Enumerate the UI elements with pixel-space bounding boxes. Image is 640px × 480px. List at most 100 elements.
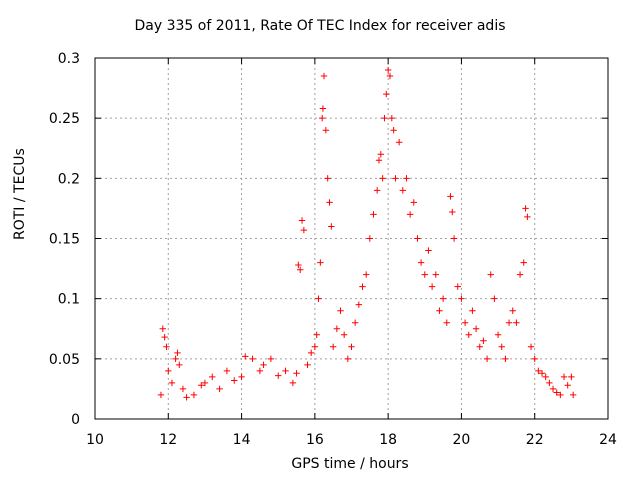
x-tick-label: 16 bbox=[306, 432, 324, 448]
data-point bbox=[172, 355, 179, 363]
y-tick-label: 0.2 bbox=[58, 171, 80, 187]
data-point bbox=[333, 325, 341, 332]
data-point bbox=[383, 90, 390, 98]
data-point bbox=[179, 385, 187, 393]
data-point bbox=[538, 370, 546, 377]
data-point bbox=[531, 355, 538, 363]
data-point bbox=[443, 319, 450, 326]
data-point bbox=[461, 319, 469, 326]
data-point bbox=[289, 379, 297, 387]
data-point bbox=[311, 343, 319, 350]
data-point bbox=[373, 187, 381, 194]
y-tick-label: 0.15 bbox=[49, 232, 80, 248]
data-point bbox=[198, 382, 205, 389]
data-point bbox=[483, 355, 491, 363]
data-point bbox=[487, 271, 494, 278]
grid bbox=[95, 58, 608, 419]
data-point bbox=[366, 235, 374, 242]
data-point bbox=[300, 226, 308, 234]
data-point bbox=[491, 295, 498, 302]
data-point bbox=[242, 353, 249, 360]
x-tick-label: 12 bbox=[159, 432, 177, 448]
data-point bbox=[307, 349, 315, 357]
x-tick-label: 22 bbox=[526, 432, 544, 448]
data-point bbox=[509, 307, 516, 314]
data-point bbox=[494, 331, 502, 338]
data-point bbox=[513, 319, 520, 326]
data-point bbox=[428, 283, 436, 290]
data-point bbox=[183, 394, 190, 401]
data-point bbox=[535, 367, 542, 375]
plot-frame bbox=[94, 57, 609, 420]
data-point bbox=[216, 385, 223, 393]
data-point bbox=[505, 319, 513, 326]
data-point bbox=[520, 259, 527, 266]
data-point bbox=[295, 261, 302, 269]
data-point bbox=[410, 199, 417, 206]
x-tick-label: 14 bbox=[233, 432, 251, 448]
data-point bbox=[267, 355, 275, 363]
data-point bbox=[190, 391, 198, 399]
y-tick-label: 0.1 bbox=[58, 292, 80, 308]
data-point bbox=[449, 208, 456, 216]
x-tick-label: 20 bbox=[453, 432, 471, 448]
data-point bbox=[564, 382, 571, 389]
data-point bbox=[568, 373, 575, 381]
data-point bbox=[516, 271, 524, 278]
data-point bbox=[326, 199, 333, 206]
data-point bbox=[388, 114, 396, 122]
data-point bbox=[201, 379, 209, 387]
data-point bbox=[384, 66, 392, 74]
y-tick-label: 0.3 bbox=[58, 51, 80, 67]
data-point bbox=[176, 361, 183, 369]
y-tick-label: 0 bbox=[71, 412, 80, 428]
data-point bbox=[465, 331, 472, 338]
data-point bbox=[174, 349, 181, 357]
data-point bbox=[231, 377, 238, 384]
data-point bbox=[275, 372, 282, 379]
x-axis-label: GPS time / hours bbox=[291, 456, 409, 472]
data-point bbox=[498, 343, 505, 350]
data-point bbox=[297, 266, 304, 273]
data-point bbox=[480, 337, 487, 344]
data-point bbox=[421, 271, 428, 278]
data-point bbox=[163, 343, 170, 350]
data-point bbox=[340, 331, 348, 338]
data-point bbox=[560, 373, 568, 381]
data-point bbox=[375, 157, 383, 164]
data-point bbox=[348, 343, 355, 350]
data-point bbox=[320, 72, 328, 80]
data-point bbox=[406, 211, 414, 218]
data-point bbox=[450, 235, 458, 242]
data-point bbox=[379, 175, 386, 182]
data-point bbox=[223, 367, 231, 375]
data-point bbox=[395, 139, 403, 146]
data-point bbox=[472, 325, 480, 332]
data-point bbox=[386, 72, 394, 80]
data-point bbox=[403, 175, 410, 182]
x-tick-label: 18 bbox=[379, 432, 397, 448]
data-point bbox=[318, 114, 326, 122]
data-point bbox=[238, 373, 245, 381]
data-point bbox=[328, 223, 335, 230]
data-point bbox=[542, 373, 549, 381]
data-point bbox=[329, 343, 337, 350]
y-tick-label: 0.05 bbox=[49, 352, 80, 368]
data-point bbox=[304, 361, 311, 369]
data-point bbox=[313, 331, 320, 338]
data-point bbox=[165, 367, 172, 375]
data-point bbox=[317, 259, 324, 266]
data-point bbox=[370, 211, 377, 218]
data-point bbox=[432, 271, 439, 278]
data-point bbox=[392, 175, 399, 182]
data-point bbox=[209, 373, 216, 381]
data-point bbox=[553, 389, 560, 396]
data-point bbox=[527, 343, 535, 350]
data-point bbox=[159, 325, 166, 332]
data-point bbox=[298, 217, 306, 224]
data-point bbox=[417, 259, 425, 266]
data-point bbox=[390, 127, 397, 134]
data-point bbox=[249, 355, 256, 363]
chart-title: Day 335 of 2011, Rate Of TEC Index for r… bbox=[134, 18, 506, 34]
